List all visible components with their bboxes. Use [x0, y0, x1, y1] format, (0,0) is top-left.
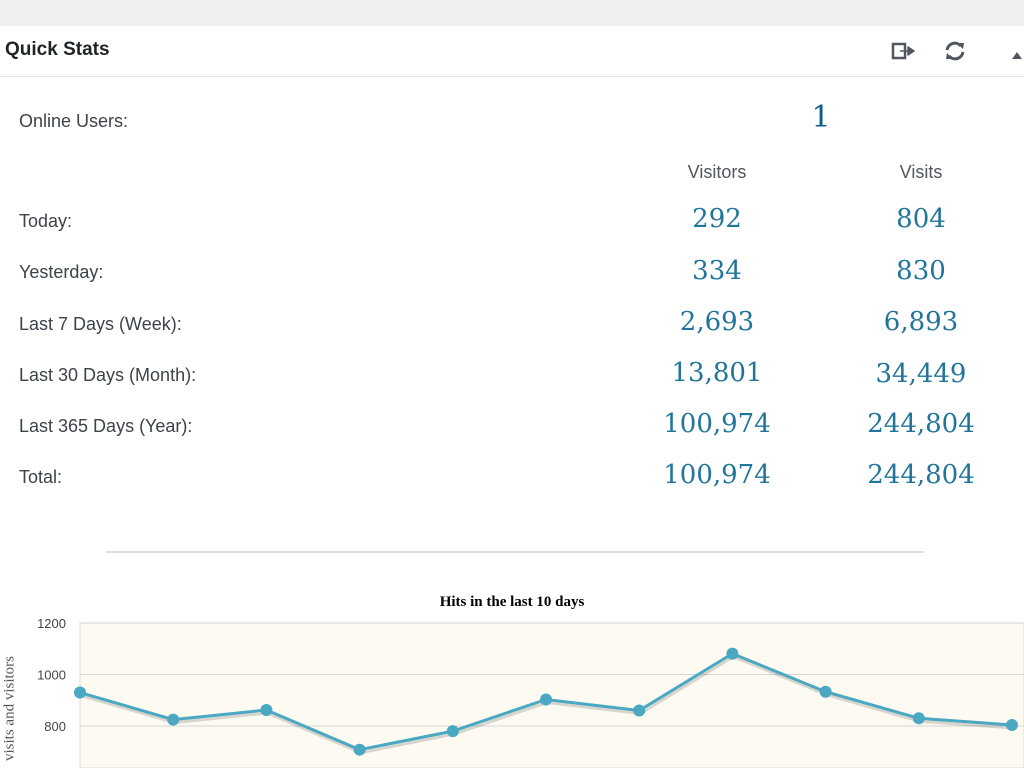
row-label-month: Last 30 Days (Month):: [19, 365, 197, 385]
data-point: [633, 704, 646, 717]
week-visits: 6,893: [883, 307, 959, 337]
yesterday-visitors: 334: [692, 256, 742, 286]
data-point: [353, 743, 366, 756]
section-divider: [106, 551, 924, 553]
row-label-today: Today:: [19, 211, 73, 231]
today-visits: 804: [896, 204, 946, 234]
online-users-label: Online Users:: [19, 111, 129, 131]
month-visitors: 13,801: [671, 358, 763, 388]
yesterday-visits: 830: [896, 256, 946, 286]
data-point: [446, 725, 459, 738]
visitors-column-header: Visitors: [687, 162, 747, 182]
refresh-icon[interactable]: [942, 38, 968, 64]
row-label-year: Last 365 Days (Year):: [19, 416, 193, 436]
week-visitors: 2,693: [679, 307, 755, 337]
row-label-yesterday: Yesterday:: [19, 262, 104, 282]
collapse-arrow-icon[interactable]: [1008, 38, 1024, 64]
y-tick-label: 1200: [37, 616, 66, 631]
visits-column-header: Visits: [899, 162, 943, 182]
hits-line-chart: 1200 1000 800: [37, 616, 1024, 768]
data-point: [912, 712, 925, 725]
widget-title: Quick Stats: [5, 39, 110, 60]
y-tick-label: 800: [44, 719, 66, 734]
data-point: [726, 647, 739, 660]
data-point: [1006, 718, 1018, 731]
total-visitors: 100,974: [663, 460, 771, 490]
data-point: [540, 693, 552, 706]
y-tick-label: 1000: [37, 668, 66, 683]
export-icon[interactable]: [890, 38, 916, 64]
today-visitors: 292: [692, 204, 742, 234]
total-visits: 244,804: [867, 460, 975, 490]
year-visits: 244,804: [867, 409, 975, 439]
year-visitors: 100,974: [663, 409, 771, 439]
online-users-value: 1: [811, 100, 831, 135]
data-point: [260, 704, 273, 717]
admin-top-bar: [0, 0, 1024, 27]
month-visits: 34,449: [875, 359, 967, 389]
data-point: [819, 685, 832, 698]
plot-area: [79, 622, 1024, 768]
chart-title: Hits in the last 10 days: [439, 594, 585, 610]
row-label-total: Total:: [19, 467, 63, 487]
data-point: [74, 686, 86, 699]
widget-header: Quick Stats: [0, 26, 1024, 77]
data-point: [167, 713, 180, 726]
row-label-week: Last 7 Days (Week):: [19, 314, 182, 334]
